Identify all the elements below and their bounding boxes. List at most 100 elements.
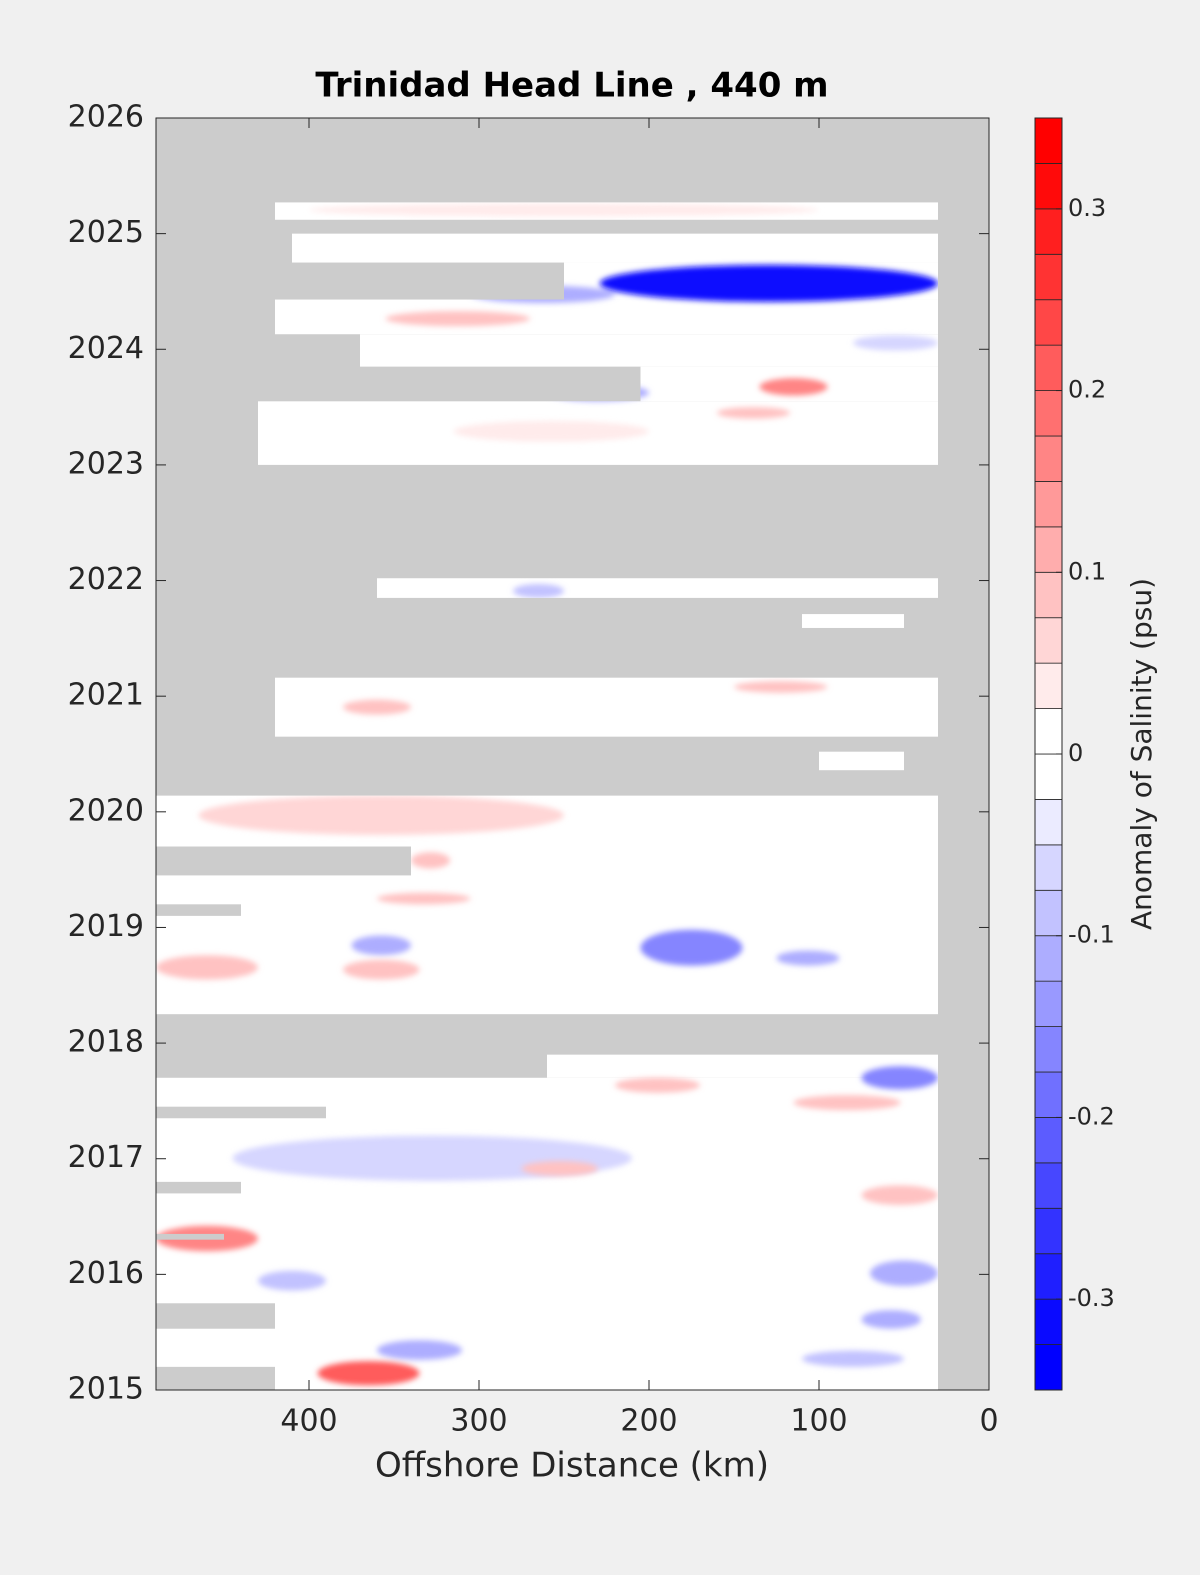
anomaly-contour <box>513 584 564 598</box>
x-tick-label: 200 <box>620 1404 677 1439</box>
y-tick-label: 2024 <box>68 331 144 366</box>
y-tick-label: 2021 <box>68 678 144 713</box>
colorbar-level <box>1034 253 1063 301</box>
x-tick-label: 0 <box>979 1404 998 1439</box>
colorbar-tick-label: 0.1 <box>1068 557 1106 585</box>
data-gap <box>156 904 241 916</box>
data-coverage <box>802 614 904 628</box>
colorbar-level <box>1034 390 1063 437</box>
anomaly-contour <box>385 311 530 327</box>
colorbar-level <box>1034 662 1063 709</box>
chart-title: Trinidad Head Line , 440 m <box>315 66 828 106</box>
data-gap <box>156 1106 326 1119</box>
colorbar-tick-label: -0.3 <box>1068 1284 1115 1312</box>
anomaly-contour <box>156 955 258 980</box>
data-gap <box>156 1181 241 1194</box>
anomaly-contour <box>453 420 649 442</box>
colorbar-level <box>1034 1298 1063 1345</box>
anomaly-contour <box>258 1270 326 1291</box>
colorbar-level <box>1034 708 1063 755</box>
plot-frame <box>155 117 990 1391</box>
y-tick-label: 2020 <box>68 793 144 828</box>
anomaly-contour <box>521 1161 598 1177</box>
colorbar-level <box>1034 1026 1063 1073</box>
colorbar-level <box>1034 435 1063 482</box>
colorbar-level <box>1034 1071 1063 1118</box>
x-tick-label: 100 <box>790 1404 847 1439</box>
data-coverage <box>275 299 938 335</box>
anomaly-contour <box>776 950 840 966</box>
data-gap <box>156 846 411 876</box>
colorbar-level <box>1034 208 1063 255</box>
data-gap <box>156 1303 275 1329</box>
y-tick-label: 2016 <box>68 1256 144 1291</box>
colorbar-tick-label: 0 <box>1068 739 1083 767</box>
colorbar-level <box>1034 844 1063 891</box>
anomaly-contour <box>759 378 828 396</box>
colorbar-level <box>1034 1207 1063 1255</box>
colorbar-level <box>1034 617 1063 664</box>
colorbar-level <box>1034 799 1063 846</box>
colorbar-level <box>1034 889 1063 937</box>
colorbar-level <box>1034 526 1063 573</box>
anomaly-contour <box>717 407 791 419</box>
data-gap <box>156 1233 224 1240</box>
colorbar-level <box>1034 935 1063 982</box>
colorbar-tick-label: 0.3 <box>1068 194 1106 222</box>
data-coverage <box>377 578 938 598</box>
y-tick-label: 2015 <box>68 1372 144 1407</box>
anomaly-contour <box>734 681 828 693</box>
y-tick-label: 2018 <box>68 1025 144 1060</box>
colorbar-level <box>1034 1162 1063 1209</box>
y-tick-label: 2019 <box>68 909 144 944</box>
colorbar-tick-label: -0.2 <box>1068 1102 1115 1130</box>
anomaly-contour <box>411 852 451 869</box>
anomaly-contour <box>640 929 743 966</box>
colorbar-level <box>1034 1344 1063 1391</box>
anomaly-contour <box>377 892 471 905</box>
anomaly-field <box>156 203 938 1386</box>
colorbar-level <box>1034 163 1063 210</box>
anomaly-contour <box>802 1350 904 1367</box>
colorbar-level <box>1034 117 1063 164</box>
colorbar-level <box>1034 344 1063 391</box>
anomaly-contour <box>351 935 411 956</box>
anomaly-contour <box>861 1185 938 1205</box>
anomaly-contour <box>377 1340 462 1360</box>
anomaly-contour <box>198 795 564 835</box>
colorbar-level <box>1034 571 1063 619</box>
anomaly-contour <box>861 1066 938 1090</box>
data-coverage <box>547 1054 938 1078</box>
data-gap <box>156 1366 275 1390</box>
anomaly-contour <box>343 959 420 980</box>
y-tick-label: 2026 <box>68 100 144 135</box>
y-tick-label: 2022 <box>68 562 144 597</box>
y-tick-label: 2025 <box>68 215 144 250</box>
x-tick-label: 400 <box>280 1404 337 1439</box>
colorbar-level <box>1034 1253 1063 1300</box>
x-tick-label: 300 <box>450 1404 507 1439</box>
y-tick-label: 2017 <box>68 1140 144 1175</box>
anomaly-contour <box>317 1361 420 1386</box>
data-coverage <box>156 1077 938 1390</box>
colorbar-level <box>1034 299 1063 346</box>
colorbar-label: Anomaly of Salinity (psu) <box>1125 578 1158 930</box>
y-tick-label: 2023 <box>68 446 144 481</box>
colorbar-level <box>1034 1117 1063 1164</box>
anomaly-contour <box>599 264 938 302</box>
colorbar-level <box>1034 481 1063 528</box>
colorbar-level <box>1034 980 1063 1027</box>
data-coverage <box>292 233 938 263</box>
data-coverage <box>819 751 904 771</box>
anomaly-contour <box>343 699 411 715</box>
anomaly-contour <box>309 203 819 217</box>
x-axis-label: Offshore Distance (km) <box>375 1446 769 1486</box>
colorbar-tick-label: -0.1 <box>1068 921 1115 949</box>
anomaly-contour <box>615 1077 700 1093</box>
anomaly-contour <box>861 1310 921 1329</box>
anomaly-contour <box>870 1260 938 1286</box>
anomaly-contour <box>853 335 938 351</box>
colorbar-level <box>1034 753 1063 800</box>
